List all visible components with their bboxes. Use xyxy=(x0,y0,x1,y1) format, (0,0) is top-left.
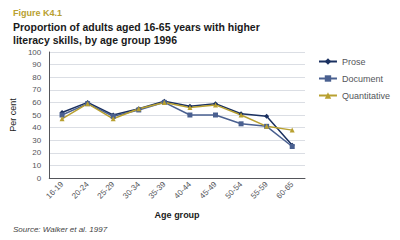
svg-text:Proportion of adults aged 16-6: Proportion of adults aged 16-65 years wi… xyxy=(13,21,260,33)
svg-text:Document: Document xyxy=(342,74,384,84)
svg-text:40-44: 40-44 xyxy=(172,179,193,200)
svg-text:70: 70 xyxy=(32,85,41,94)
svg-text:30-34: 30-34 xyxy=(121,179,142,200)
svg-text:Per cent: Per cent xyxy=(8,98,18,132)
svg-text:50: 50 xyxy=(32,111,41,120)
svg-text:literacy skills, by age group: literacy skills, by age group 1996 xyxy=(13,34,177,46)
svg-text:50-54: 50-54 xyxy=(223,179,244,200)
svg-text:25-29: 25-29 xyxy=(96,179,117,200)
svg-text:100: 100 xyxy=(28,48,42,57)
svg-text:Quantitative: Quantitative xyxy=(342,91,390,101)
svg-text:Figure K4.1: Figure K4.1 xyxy=(13,8,62,18)
svg-text:20-24: 20-24 xyxy=(70,179,91,200)
svg-text:60: 60 xyxy=(32,98,41,107)
svg-text:16-19: 16-19 xyxy=(44,179,65,200)
svg-text:35-39: 35-39 xyxy=(147,179,168,200)
svg-text:80: 80 xyxy=(32,73,41,82)
svg-text:40: 40 xyxy=(32,123,41,132)
svg-text:Age group: Age group xyxy=(155,210,200,220)
svg-text:Source: Walker et al. 1997: Source: Walker et al. 1997 xyxy=(13,225,108,234)
svg-text:30: 30 xyxy=(32,136,41,145)
svg-text:0: 0 xyxy=(37,174,42,183)
svg-text:20: 20 xyxy=(32,148,41,157)
svg-text:45-49: 45-49 xyxy=(198,179,219,200)
svg-text:90: 90 xyxy=(32,60,41,69)
svg-text:55-59: 55-59 xyxy=(249,179,270,200)
svg-text:60-65: 60-65 xyxy=(275,179,296,200)
svg-text:10: 10 xyxy=(32,161,41,170)
svg-text:Prose: Prose xyxy=(342,57,366,67)
